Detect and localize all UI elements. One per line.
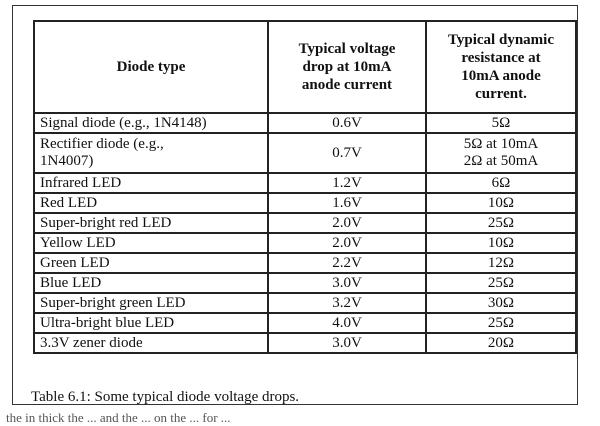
resistance-text: 20Ω	[487, 334, 515, 351]
dynamic-resistance-cell: 12Ω	[425, 252, 577, 274]
resistance-text: 6Ω	[491, 174, 511, 191]
table-row: Yellow LED 2.0V 10Ω	[33, 232, 577, 254]
diode-type-text: Green LED	[40, 254, 110, 271]
table-row: Super-bright green LED 3.2V 30Ω	[33, 292, 577, 314]
diode-type-text: Red LED	[40, 194, 98, 211]
table-row: 3.3V zener diode 3.0V 20Ω	[33, 332, 577, 354]
dynamic-resistance-cell: 20Ω	[425, 332, 577, 354]
diode-type-text: Blue LED	[40, 274, 102, 291]
table-row: Rectifier diode (e.g., 1N4007) 0.7V 5Ω at 1…	[33, 132, 577, 174]
table-row: Super-bright red LED 2.0V 25Ω	[33, 212, 577, 234]
document-frame: Diode type Typical voltage drop at 10mA ano…	[12, 5, 578, 405]
diode-type-cell: Signal diode (e.g., 1N4148)	[33, 112, 269, 134]
dynamic-resistance-cell: 30Ω	[425, 292, 577, 314]
resistance-text: 25Ω	[487, 214, 515, 231]
diode-type-text: 3.3V zener diode	[40, 334, 143, 351]
voltage-drop-cell: 3.0V	[267, 332, 427, 354]
header-text-line: 10mA anode	[461, 68, 541, 84]
voltage-drop-cell: 0.6V	[267, 112, 427, 134]
resistance-text: 25Ω	[487, 274, 515, 291]
dynamic-resistance-cell: 5Ω	[425, 112, 577, 134]
header-text-line: anode current	[301, 77, 393, 93]
diode-type-text: Rectifier diode (e.g.,	[40, 136, 164, 152]
dynamic-resistance-cell: 25Ω	[425, 312, 577, 334]
dynamic-resistance-cell: 5Ω at 10mA 2Ω at 50mA	[425, 132, 577, 174]
page-body-text-cutoff: the in thick the ... and the ... on the …	[6, 410, 231, 425]
diode-type-text: Signal diode (e.g., 1N4148)	[40, 114, 207, 131]
diode-type-cell: Super-bright green LED	[33, 292, 269, 314]
table-row: Blue LED 3.0V 25Ω	[33, 272, 577, 294]
header-voltage-drop: Typical voltage drop at 10mA anode current	[267, 20, 427, 114]
resistance-text: 25Ω	[487, 314, 515, 331]
diode-type-cell: Blue LED	[33, 272, 269, 294]
header-text-line: Typical voltage	[298, 41, 396, 57]
table-row: Red LED 1.6V 10Ω	[33, 192, 577, 214]
dynamic-resistance-cell: 6Ω	[425, 172, 577, 194]
diode-type-text: 1N4007)	[40, 153, 94, 169]
diode-type-cell: Ultra-bright blue LED	[33, 312, 269, 334]
header-text-line: resistance at	[461, 50, 541, 66]
table-row: Green LED 2.2V 12Ω	[33, 252, 577, 274]
resistance-text: 2Ω at 50mA	[463, 153, 539, 169]
header-text-line: Diode type	[116, 59, 186, 75]
voltage-drop-cell: 2.2V	[267, 252, 427, 274]
table-body: Signal diode (e.g., 1N4148) 0.6V 5Ω Rectifi…	[33, 112, 577, 354]
diode-type-cell: Rectifier diode (e.g., 1N4007)	[33, 132, 269, 174]
table-header-row: Diode type Typical voltage drop at 10mA ano…	[33, 20, 577, 114]
diode-voltage-table: Diode type Typical voltage drop at 10mA ano…	[33, 20, 577, 354]
voltage-drop-cell: 3.2V	[267, 292, 427, 314]
resistance-text: 5Ω at 10mA	[463, 136, 539, 152]
resistance-text: 10Ω	[487, 194, 515, 211]
header-text-line: current.	[475, 86, 527, 102]
resistance-text: 5Ω	[491, 114, 511, 131]
diode-type-text: Yellow LED	[40, 234, 116, 251]
dynamic-resistance-cell: 10Ω	[425, 192, 577, 214]
diode-type-text: Ultra-bright blue LED	[40, 314, 175, 331]
diode-type-cell: 3.3V zener diode	[33, 332, 269, 354]
table-row: Signal diode (e.g., 1N4148) 0.6V 5Ω	[33, 112, 577, 134]
diode-type-text: Super-bright red LED	[40, 214, 172, 231]
header-text-line: drop at 10mA	[302, 59, 392, 75]
voltage-drop-cell: 1.6V	[267, 192, 427, 214]
resistance-text: 10Ω	[487, 234, 515, 251]
header-text-line: Typical dynamic	[448, 32, 554, 48]
resistance-text: 30Ω	[487, 294, 515, 311]
diode-type-cell: Green LED	[33, 252, 269, 274]
table-caption: Table 6.1: Some typical diode voltage dr…	[31, 389, 300, 405]
voltage-drop-cell: 2.0V	[267, 232, 427, 254]
diode-type-text: Super-bright green LED	[40, 294, 186, 311]
diode-type-cell: Red LED	[33, 192, 269, 214]
diode-type-cell: Super-bright red LED	[33, 212, 269, 234]
header-dynamic-resistance: Typical dynamic resistance at 10mA anode cu…	[425, 20, 577, 114]
voltage-drop-cell: 3.0V	[267, 272, 427, 294]
diode-type-cell: Yellow LED	[33, 232, 269, 254]
voltage-drop-cell: 4.0V	[267, 312, 427, 334]
table-row: Infrared LED 1.2V 6Ω	[33, 172, 577, 194]
dynamic-resistance-cell: 25Ω	[425, 212, 577, 234]
header-diode-type: Diode type	[33, 20, 269, 114]
dynamic-resistance-cell: 10Ω	[425, 232, 577, 254]
diode-type-cell: Infrared LED	[33, 172, 269, 194]
table-row: Ultra-bright blue LED 4.0V 25Ω	[33, 312, 577, 334]
diode-type-text: Infrared LED	[40, 174, 122, 191]
dynamic-resistance-cell: 25Ω	[425, 272, 577, 294]
voltage-drop-cell: 1.2V	[267, 172, 427, 194]
voltage-drop-cell: 0.7V	[267, 132, 427, 174]
voltage-drop-cell: 2.0V	[267, 212, 427, 234]
resistance-text: 12Ω	[487, 254, 515, 271]
